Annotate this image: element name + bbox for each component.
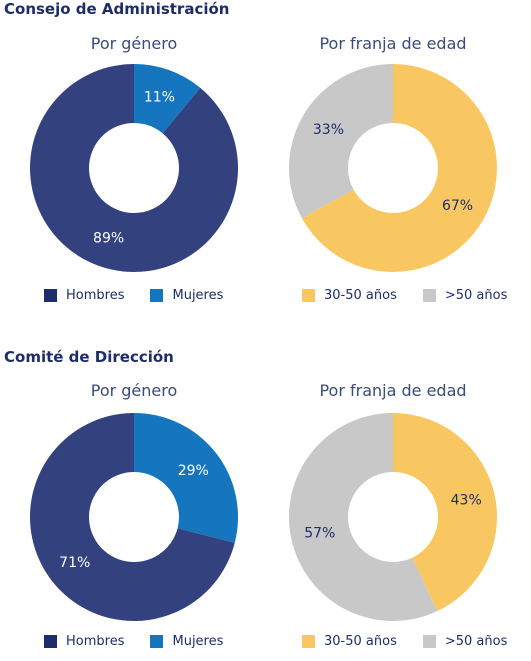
legend-item-hombres: Hombres <box>44 288 124 303</box>
donut-chart-consejo-edad: 67% 33% <box>289 64 497 272</box>
donut-slice-mujeres <box>134 64 201 134</box>
legend-label-30-50: 30-50 años <box>324 634 397 649</box>
legend-label-mas-50: >50 años <box>444 288 508 303</box>
legend-swatch-hombres <box>44 289 57 302</box>
legend-item-mujeres: Mujeres <box>150 288 223 303</box>
chart-title-comite-genero: Por género <box>90 381 178 400</box>
slice-label-mujeres: 11% <box>144 89 175 105</box>
legend-item-30-50: 30-50 años <box>302 634 397 649</box>
legend-label-hombres: Hombres <box>66 288 125 303</box>
legend-swatch-mujeres <box>150 635 164 648</box>
slice-label-50-a-os: 57% <box>304 525 335 541</box>
legend-label-hombres: Hombres <box>66 634 125 649</box>
legend-label-mujeres: Mujeres <box>172 634 224 649</box>
donut-slice-30-50-a-os <box>393 413 497 612</box>
slice-label-50-a-os: 33% <box>313 122 344 138</box>
legend-swatch-30-50 <box>302 635 315 648</box>
legend-comite-edad: 30-50 años >50 años <box>302 634 507 649</box>
donut-slice-hombres <box>30 413 235 621</box>
legend-item-mas-50: >50 años <box>422 288 508 303</box>
legend-item-30-50: 30-50 años <box>302 288 397 303</box>
slice-label-hombres: 71% <box>59 555 90 571</box>
legend-comite-genero: Hombres Mujeres <box>44 634 223 649</box>
legend-swatch-mas-50 <box>422 289 436 302</box>
donut-slice-hombres <box>29 64 238 272</box>
legend-swatch-hombres <box>44 635 57 648</box>
legend-swatch-mujeres <box>150 289 164 302</box>
slice-label-hombres: 89% <box>93 231 124 247</box>
slice-label-30-50-a-os: 43% <box>451 493 482 509</box>
donut-chart-comite-edad: 43% 57% <box>289 413 497 621</box>
donut-slice-50-a-os <box>289 64 393 219</box>
legend-label-30-50: 30-50 años <box>324 288 397 303</box>
chart-title-consejo-edad: Por franja de edad <box>319 34 467 53</box>
legend-item-hombres: Hombres <box>44 634 124 649</box>
legend-label-mas-50: >50 años <box>444 634 508 649</box>
donut-slice-mujeres <box>134 413 238 543</box>
donut-slice-50-a-os <box>289 413 438 621</box>
legend-item-mas-50: >50 años <box>422 634 508 649</box>
legend-swatch-mas-50 <box>422 635 436 648</box>
section-title-comite: Comité de Dirección <box>4 348 174 366</box>
legend-swatch-30-50 <box>302 289 315 302</box>
legend-consejo-genero: Hombres Mujeres <box>44 288 223 303</box>
legend-item-mujeres: Mujeres <box>150 634 223 649</box>
donut-slice-30-50-a-os <box>301 64 497 272</box>
slice-label-30-50-a-os: 67% <box>442 198 473 214</box>
chart-title-consejo-genero: Por género <box>90 34 178 53</box>
legend-label-mujeres: Mujeres <box>172 288 224 303</box>
section-title-consejo: Consejo de Administración <box>4 0 230 18</box>
legend-consejo-edad: 30-50 años >50 años <box>302 288 507 303</box>
donut-chart-comite-genero: 29% 71% <box>30 413 238 621</box>
slice-label-mujeres: 29% <box>178 463 209 479</box>
chart-title-comite-edad: Por franja de edad <box>319 381 467 400</box>
donut-chart-consejo-genero: 11% 89% <box>29 64 238 272</box>
